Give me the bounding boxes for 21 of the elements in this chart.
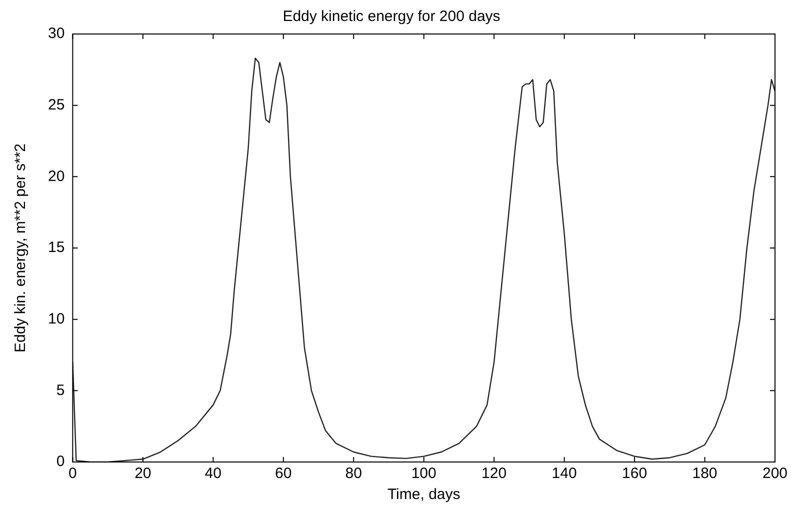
x-tick-label: 160 bbox=[622, 465, 648, 482]
chart-title: Eddy kinetic energy for 200 days bbox=[282, 8, 500, 26]
x-tick-label: 100 bbox=[411, 465, 436, 482]
y-tick-label: 20 bbox=[48, 168, 65, 185]
x-tick-label: 40 bbox=[204, 465, 222, 482]
y-tick-label: 0 bbox=[56, 453, 65, 470]
x-tick-label: 200 bbox=[762, 465, 788, 482]
y-tick-label: 5 bbox=[56, 382, 65, 399]
x-tick-label: 80 bbox=[345, 465, 362, 482]
y-axis-title: Eddy kin. energy, m**2 per s**2 bbox=[12, 144, 30, 352]
y-tick-label: 30 bbox=[48, 25, 65, 42]
x-tick-label: 180 bbox=[692, 465, 718, 482]
x-axis-title: Time, days bbox=[387, 486, 460, 504]
y-tick-label: 10 bbox=[48, 310, 65, 328]
x-tick-label: 20 bbox=[134, 465, 152, 482]
y-tick-label: 15 bbox=[48, 239, 65, 256]
x-tick-label: 120 bbox=[482, 465, 507, 482]
x-tick-label: 0 bbox=[68, 465, 77, 482]
y-tick-label: 25 bbox=[48, 96, 65, 114]
x-tick-label: 140 bbox=[552, 465, 577, 482]
x-tick-label: 60 bbox=[275, 465, 292, 482]
